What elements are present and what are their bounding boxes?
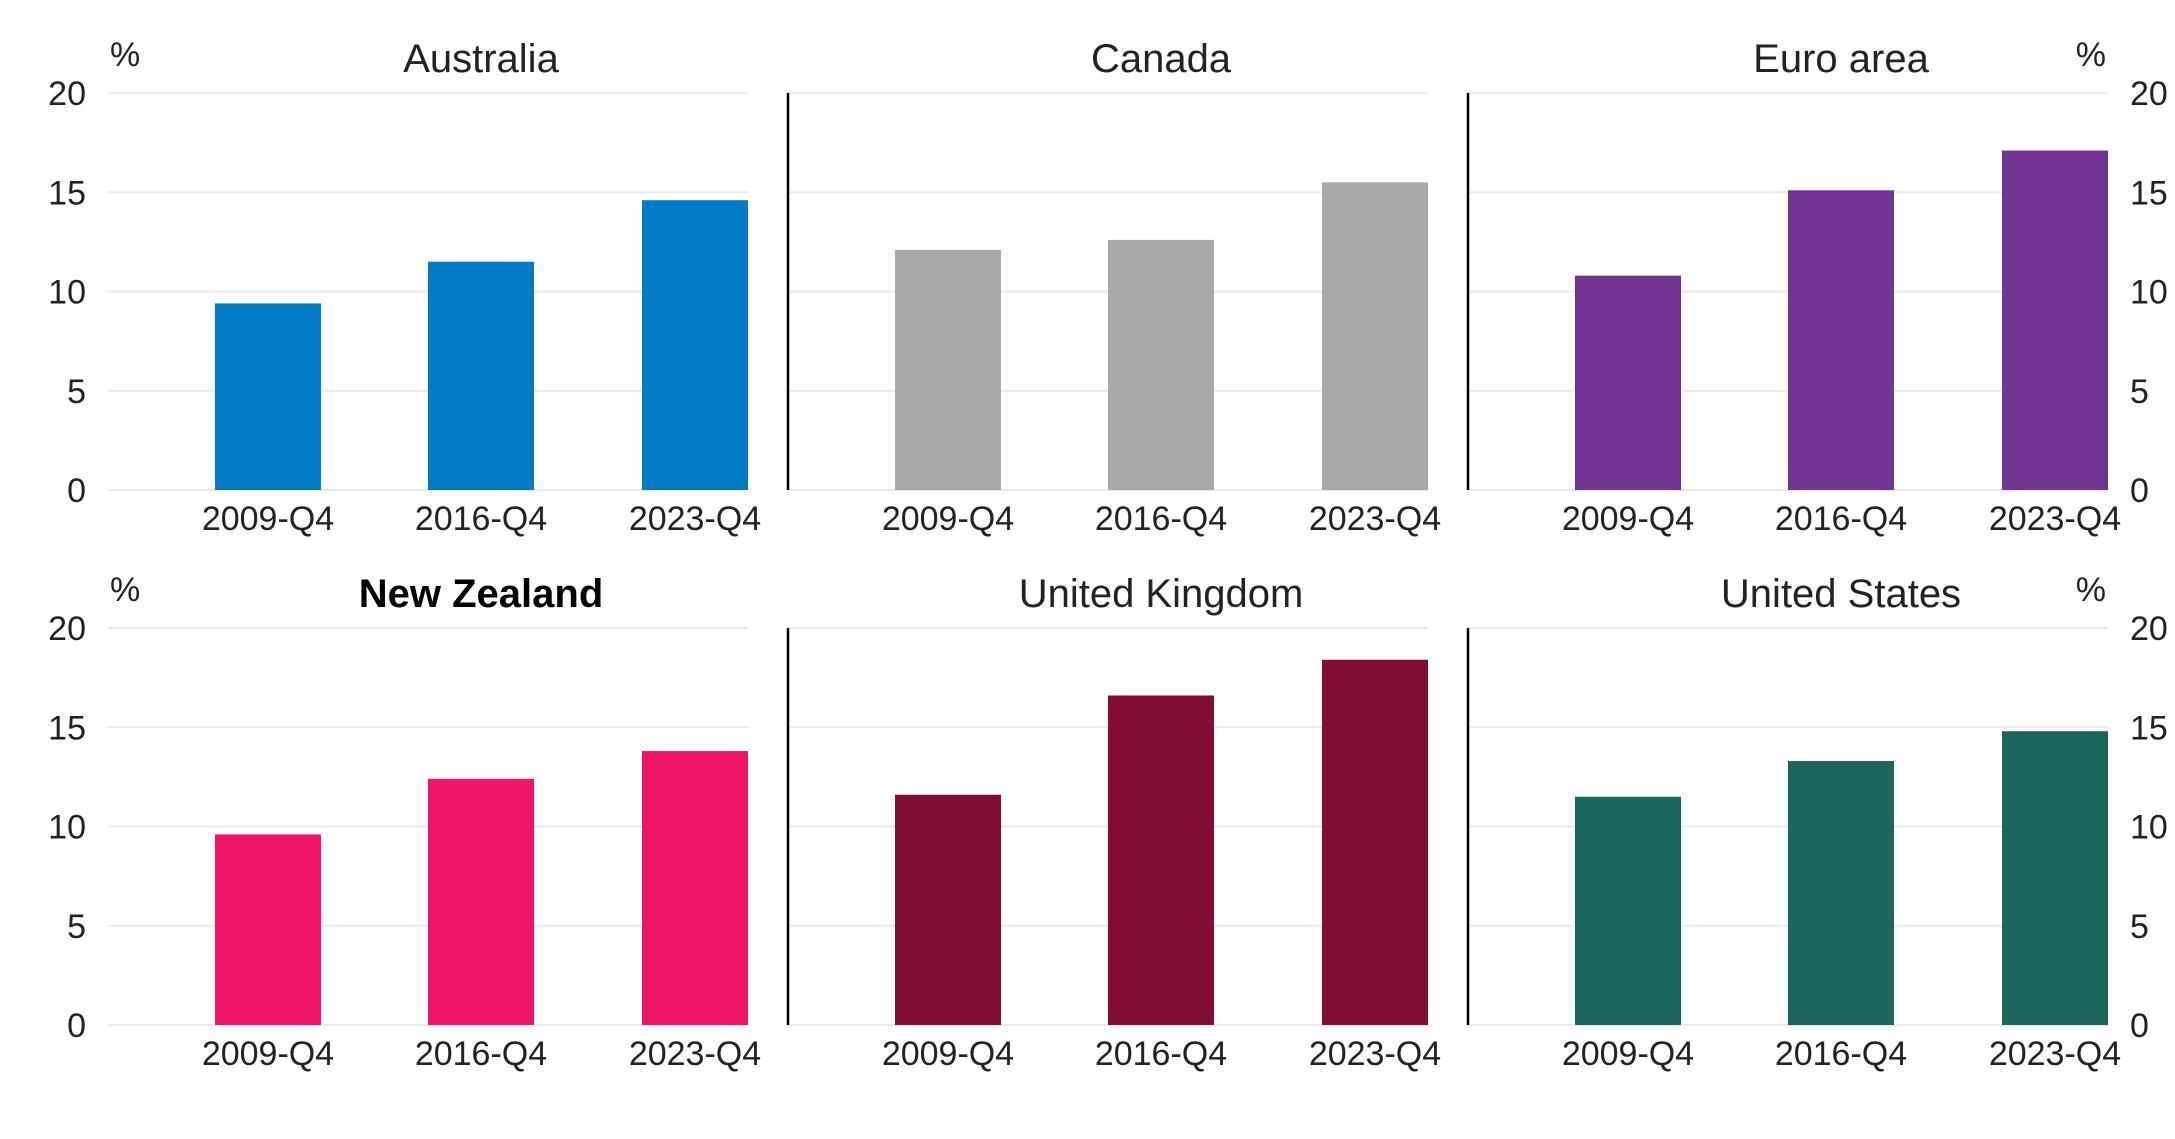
y-tick-label: 20 <box>48 75 86 113</box>
x-tick-label: 2009-Q4 <box>202 1035 334 1073</box>
bar-2016-Q4[interactable] <box>428 778 534 1025</box>
y-tick-label: 5 <box>67 373 86 411</box>
x-tick-label: 2016-Q4 <box>1775 500 1907 538</box>
y-tick-label: 10 <box>48 809 86 847</box>
y-tick-label: 10 <box>2130 274 2168 312</box>
y-tick-label: 0 <box>2130 472 2149 510</box>
y-unit-label: % <box>2076 571 2106 609</box>
y-tick-label: 5 <box>2130 908 2149 946</box>
y-unit-label: % <box>110 571 140 609</box>
x-tick-label: 2016-Q4 <box>415 500 547 538</box>
y-tick-label: 0 <box>67 1007 86 1045</box>
panel-new-zealand: 2009-Q4 2016-Q4 2023-Q4 New Zealand 0 5 10 15 20… <box>48 571 761 1073</box>
x-tick-label: 2009-Q4 <box>1562 500 1694 538</box>
bar-2009-Q4[interactable] <box>215 834 321 1025</box>
y-tick-label: 20 <box>2130 75 2168 113</box>
y-tick-label: 20 <box>2130 610 2168 648</box>
y-tick-label: 5 <box>2130 373 2149 411</box>
bar-2009-Q4[interactable] <box>895 249 1001 490</box>
y-tick-label: 15 <box>48 709 86 747</box>
y-tick-label: 15 <box>48 174 86 212</box>
bar-2023-Q4[interactable] <box>2002 731 2108 1025</box>
bar-2023-Q4[interactable] <box>1322 182 1428 490</box>
x-tick-label: 2016-Q4 <box>1095 1035 1227 1073</box>
bar-2023-Q4[interactable] <box>642 751 748 1025</box>
x-tick-label: 2009-Q4 <box>882 500 1014 538</box>
panel-title: Euro area <box>1753 37 1929 81</box>
bar-2009-Q4[interactable] <box>1575 796 1681 1025</box>
y-tick-label: 15 <box>2130 174 2168 212</box>
bar-2009-Q4[interactable] <box>1575 275 1681 490</box>
x-tick-label: 2023-Q4 <box>1989 500 2121 538</box>
panel-title: United States <box>1721 572 1961 616</box>
bar-2016-Q4[interactable] <box>1108 239 1214 490</box>
panel-title: Australia <box>403 37 559 81</box>
bar-2023-Q4[interactable] <box>1322 659 1428 1025</box>
y-unit-label: % <box>110 36 140 74</box>
x-tick-label: 2016-Q4 <box>415 1035 547 1073</box>
bar-2023-Q4[interactable] <box>2002 150 2108 490</box>
y-tick-label: 10 <box>48 274 86 312</box>
x-tick-label: 2009-Q4 <box>202 500 334 538</box>
panel-australia: 2009-Q4 2016-Q4 2023-Q4 Australia 0 5 10 15 20% <box>48 36 761 538</box>
y-tick-label: 15 <box>2130 709 2168 747</box>
y-tick-label: 5 <box>67 908 86 946</box>
y-tick-label: 20 <box>48 610 86 648</box>
panel-canada: 2009-Q4 2016-Q4 2023-Q4 Canada <box>786 37 1441 538</box>
bar-2023-Q4[interactable] <box>642 200 748 490</box>
bar-2016-Q4[interactable] <box>1788 190 1894 490</box>
y-tick-label: 0 <box>67 472 86 510</box>
y-tick-label: 0 <box>2130 1007 2149 1045</box>
x-tick-label: 2023-Q4 <box>1309 1035 1441 1073</box>
x-tick-label: 2023-Q4 <box>629 1035 761 1073</box>
x-tick-label: 2023-Q4 <box>629 500 761 538</box>
panel-title: New Zealand <box>359 572 604 616</box>
panel-title: United Kingdom <box>1019 572 1304 616</box>
x-tick-label: 2016-Q4 <box>1775 1035 1907 1073</box>
bar-2016-Q4[interactable] <box>428 261 534 490</box>
panel-title: Canada <box>1091 37 1232 81</box>
x-tick-label: 2023-Q4 <box>1309 500 1441 538</box>
panel-united-states: 2009-Q4 2016-Q4 2023-Q4 United States 0 5 10 15… <box>1466 571 2168 1073</box>
panel-united-kingdom: 2009-Q4 2016-Q4 2023-Q4 United Kingdom <box>786 572 1441 1073</box>
bar-2016-Q4[interactable] <box>1108 695 1214 1025</box>
x-tick-label: 2009-Q4 <box>882 1035 1014 1073</box>
y-tick-label: 10 <box>2130 809 2168 847</box>
panel-euro-area: 2009-Q4 2016-Q4 2023-Q4 Euro area 0 5 10 15 20% <box>1466 36 2168 538</box>
x-tick-label: 2009-Q4 <box>1562 1035 1694 1073</box>
bar-2016-Q4[interactable] <box>1788 760 1894 1025</box>
x-tick-label: 2023-Q4 <box>1989 1035 2121 1073</box>
bar-2009-Q4[interactable] <box>895 794 1001 1025</box>
y-unit-label: % <box>2076 36 2106 74</box>
x-tick-label: 2016-Q4 <box>1095 500 1227 538</box>
bar-2009-Q4[interactable] <box>215 303 321 490</box>
